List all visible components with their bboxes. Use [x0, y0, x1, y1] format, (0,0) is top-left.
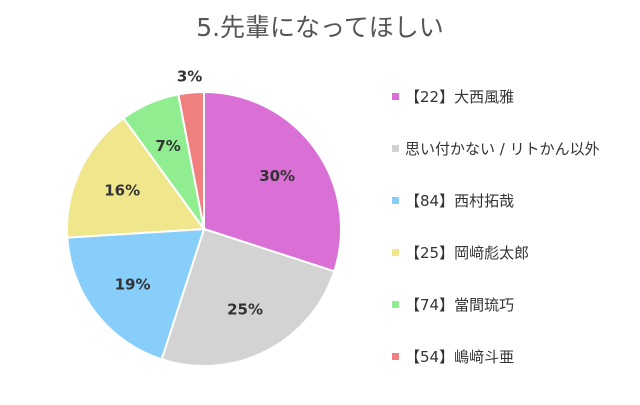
slice-value-label: 3%: [177, 68, 202, 86]
legend-item: 【22】大西風雅: [392, 88, 600, 106]
slice-value-label: 30%: [259, 167, 295, 185]
legend-item: 【84】西村拓哉: [392, 192, 600, 210]
legend-item: 思い付かない / リトかん以外: [392, 140, 600, 158]
legend-label: 【74】當間琉巧: [405, 296, 515, 314]
legend-swatch: [392, 197, 399, 204]
pie-slice-2: [66, 227, 206, 361]
slice-value-label: 25%: [227, 301, 263, 319]
legend-label: 【25】岡﨑彪太郎: [405, 244, 530, 262]
legend-label: 思い付かない / リトかん以外: [405, 140, 600, 158]
slice-value-label: 19%: [115, 275, 151, 293]
legend-label: 【84】西村拓哉: [405, 192, 515, 210]
legend-swatch: [392, 353, 399, 360]
legend-swatch: [392, 301, 399, 308]
legend-label: 【54】嶋﨑斗亜: [405, 348, 515, 366]
legend-item: 【25】岡﨑彪太郎: [392, 244, 600, 262]
legend-swatch: [392, 93, 399, 100]
pie-plot: 30% 25% 19% 16% 7% 3%: [66, 68, 342, 367]
slice-value-label: 7%: [155, 137, 180, 155]
legend-item: 【54】嶋﨑斗亜: [392, 348, 600, 366]
pie-slice-3: [66, 116, 206, 239]
legend-swatch: [392, 249, 399, 256]
slice-value-label: 16%: [104, 182, 140, 200]
legend-swatch: [392, 145, 399, 152]
chart-title: 5.先輩になってほしい: [196, 13, 444, 42]
pie-slice-5: [177, 90, 205, 230]
pie-slice-1: [160, 227, 336, 367]
legend-label: 【22】大西風雅: [405, 88, 515, 106]
pie-slice-0: [203, 90, 342, 273]
legend-item: 【74】當間琉巧: [392, 296, 600, 314]
legend: 【22】大西風雅思い付かない / リトかん以外 【84】西村拓哉 【25】岡﨑彪太郎…: [392, 88, 600, 400]
